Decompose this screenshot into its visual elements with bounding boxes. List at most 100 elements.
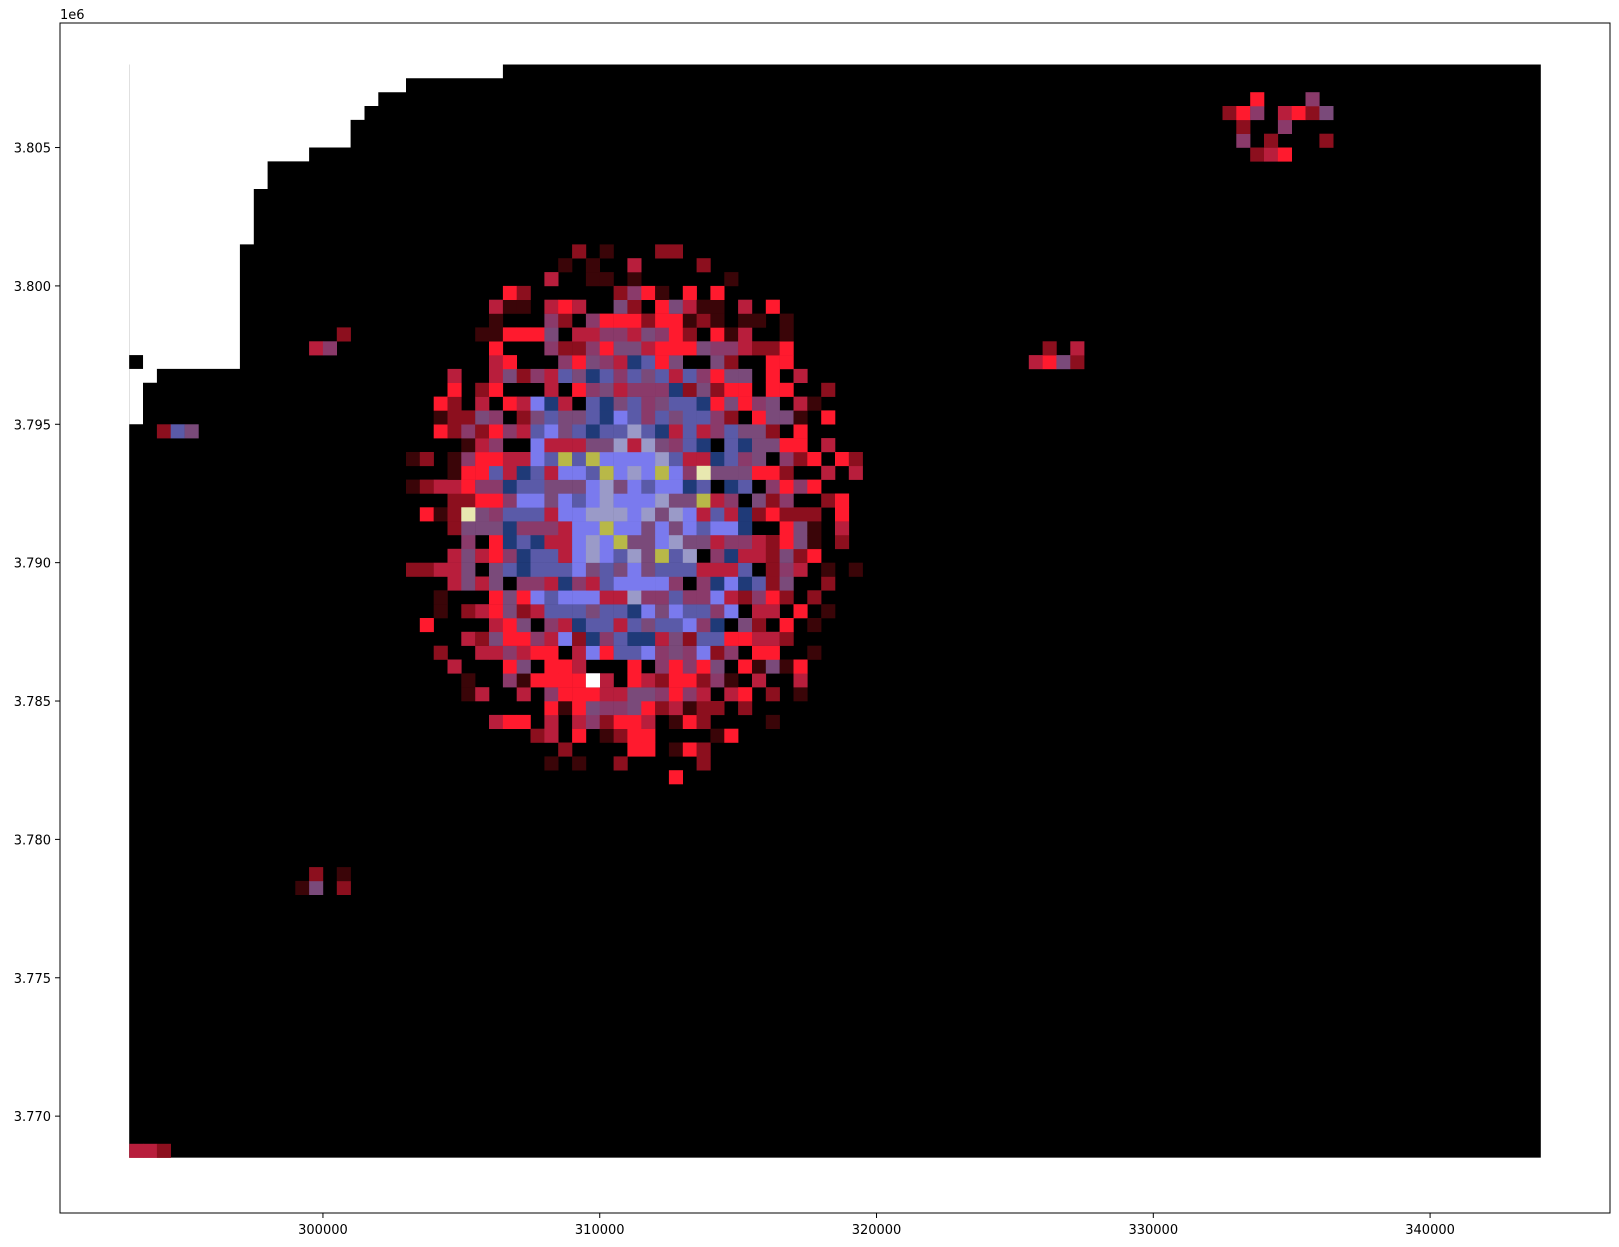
- raster-cell: [572, 521, 587, 536]
- raster-cell: [738, 327, 753, 342]
- raster-cell: [530, 548, 545, 563]
- raster-cell: [572, 604, 587, 619]
- raster-cell: [558, 742, 573, 757]
- raster-cell: [641, 396, 656, 411]
- raster-cell: [558, 258, 573, 273]
- raster-cell: [779, 465, 794, 480]
- raster-cell: [585, 313, 600, 328]
- raster-cell: [516, 659, 531, 674]
- raster-cell: [724, 341, 739, 356]
- raster-cell: [668, 618, 683, 633]
- raster-cell: [558, 465, 573, 480]
- raster-cell: [572, 548, 587, 563]
- raster-cell: [738, 382, 753, 397]
- raster-cell: [641, 285, 656, 300]
- raster-cell: [1277, 119, 1292, 134]
- raster-cell: [668, 548, 683, 563]
- raster-cell: [544, 272, 559, 287]
- raster-cell: [738, 659, 753, 674]
- raster-cell: [613, 382, 628, 397]
- raster-cell: [530, 521, 545, 536]
- raster-cell: [724, 479, 739, 494]
- raster-cell: [655, 687, 670, 702]
- raster-cell: [447, 396, 462, 411]
- raster-cell: [696, 742, 711, 757]
- raster-cell: [807, 452, 822, 467]
- raster-cell: [516, 410, 531, 425]
- raster-cell: [696, 673, 711, 688]
- raster-cell: [447, 521, 462, 536]
- raster-cell: [710, 493, 725, 508]
- raster-cell: [627, 631, 642, 646]
- raster-cell: [461, 507, 476, 522]
- raster-cell: [710, 604, 725, 619]
- raster-cell: [516, 631, 531, 646]
- raster-cell: [765, 368, 780, 383]
- raster-cell: [738, 465, 753, 480]
- raster-cell: [738, 576, 753, 591]
- raster-cell: [724, 327, 739, 342]
- raster-cell: [655, 341, 670, 356]
- raster-cell: [765, 659, 780, 674]
- raster-cell: [572, 438, 587, 453]
- raster-cell: [558, 548, 573, 563]
- y-tick-label: 3.775: [14, 972, 51, 987]
- raster-cell: [668, 673, 683, 688]
- raster-cell: [475, 631, 490, 646]
- raster-cell: [613, 452, 628, 467]
- raster-cell: [752, 659, 767, 674]
- raster-cell: [599, 438, 614, 453]
- raster-cell: [516, 327, 531, 342]
- raster-cell: [738, 479, 753, 494]
- raster-cell: [502, 327, 517, 342]
- y-axis: 3.770 3.775 3.780 3.785 3.790 3.795 3.800 3.805: [14, 142, 60, 1125]
- raster-cell: [502, 507, 517, 522]
- raster-cell: [516, 604, 531, 619]
- raster-cell: [724, 604, 739, 619]
- raster-cell: [502, 562, 517, 577]
- raster-cell: [572, 535, 587, 550]
- raster-cell: [489, 438, 504, 453]
- raster-cell: [461, 438, 476, 453]
- raster-cell: [295, 880, 310, 895]
- raster-cell: [807, 396, 822, 411]
- raster-cell: [779, 535, 794, 550]
- raster-cell: [668, 701, 683, 716]
- raster-cell: [668, 590, 683, 605]
- raster-cell: [516, 645, 531, 660]
- raster-cell: [502, 618, 517, 633]
- raster-cell: [572, 410, 587, 425]
- raster-cell: [419, 562, 434, 577]
- raster-cell: [821, 465, 836, 480]
- raster-cell: [655, 535, 670, 550]
- raster-cell: [668, 382, 683, 397]
- raster-cell: [461, 424, 476, 439]
- raster-cell: [641, 313, 656, 328]
- raster-cell: [1277, 106, 1292, 121]
- raster-cell: [599, 507, 614, 522]
- raster-cell: [447, 548, 462, 563]
- raster-cell: [724, 687, 739, 702]
- raster-cell: [738, 562, 753, 577]
- raster-cell: [655, 521, 670, 536]
- raster-cell: [613, 701, 628, 716]
- raster-cell: [585, 327, 600, 342]
- raster-cell: [516, 576, 531, 591]
- raster-cell: [544, 396, 559, 411]
- raster-cell: [406, 452, 421, 467]
- raster-cell: [489, 604, 504, 619]
- raster-cell: [613, 548, 628, 563]
- raster-cell: [613, 645, 628, 660]
- raster-cell: [599, 728, 614, 743]
- raster-cell: [627, 493, 642, 508]
- raster-cell: [738, 618, 753, 633]
- raster-cell: [1056, 355, 1071, 370]
- raster-cell: [572, 355, 587, 370]
- raster-cell: [738, 507, 753, 522]
- raster-cell: [655, 631, 670, 646]
- y-tick-label: 3.770: [14, 1110, 51, 1125]
- raster-cell: [447, 382, 462, 397]
- raster-cell: [1070, 341, 1085, 356]
- raster-cell: [738, 521, 753, 536]
- raster-cell: [489, 479, 504, 494]
